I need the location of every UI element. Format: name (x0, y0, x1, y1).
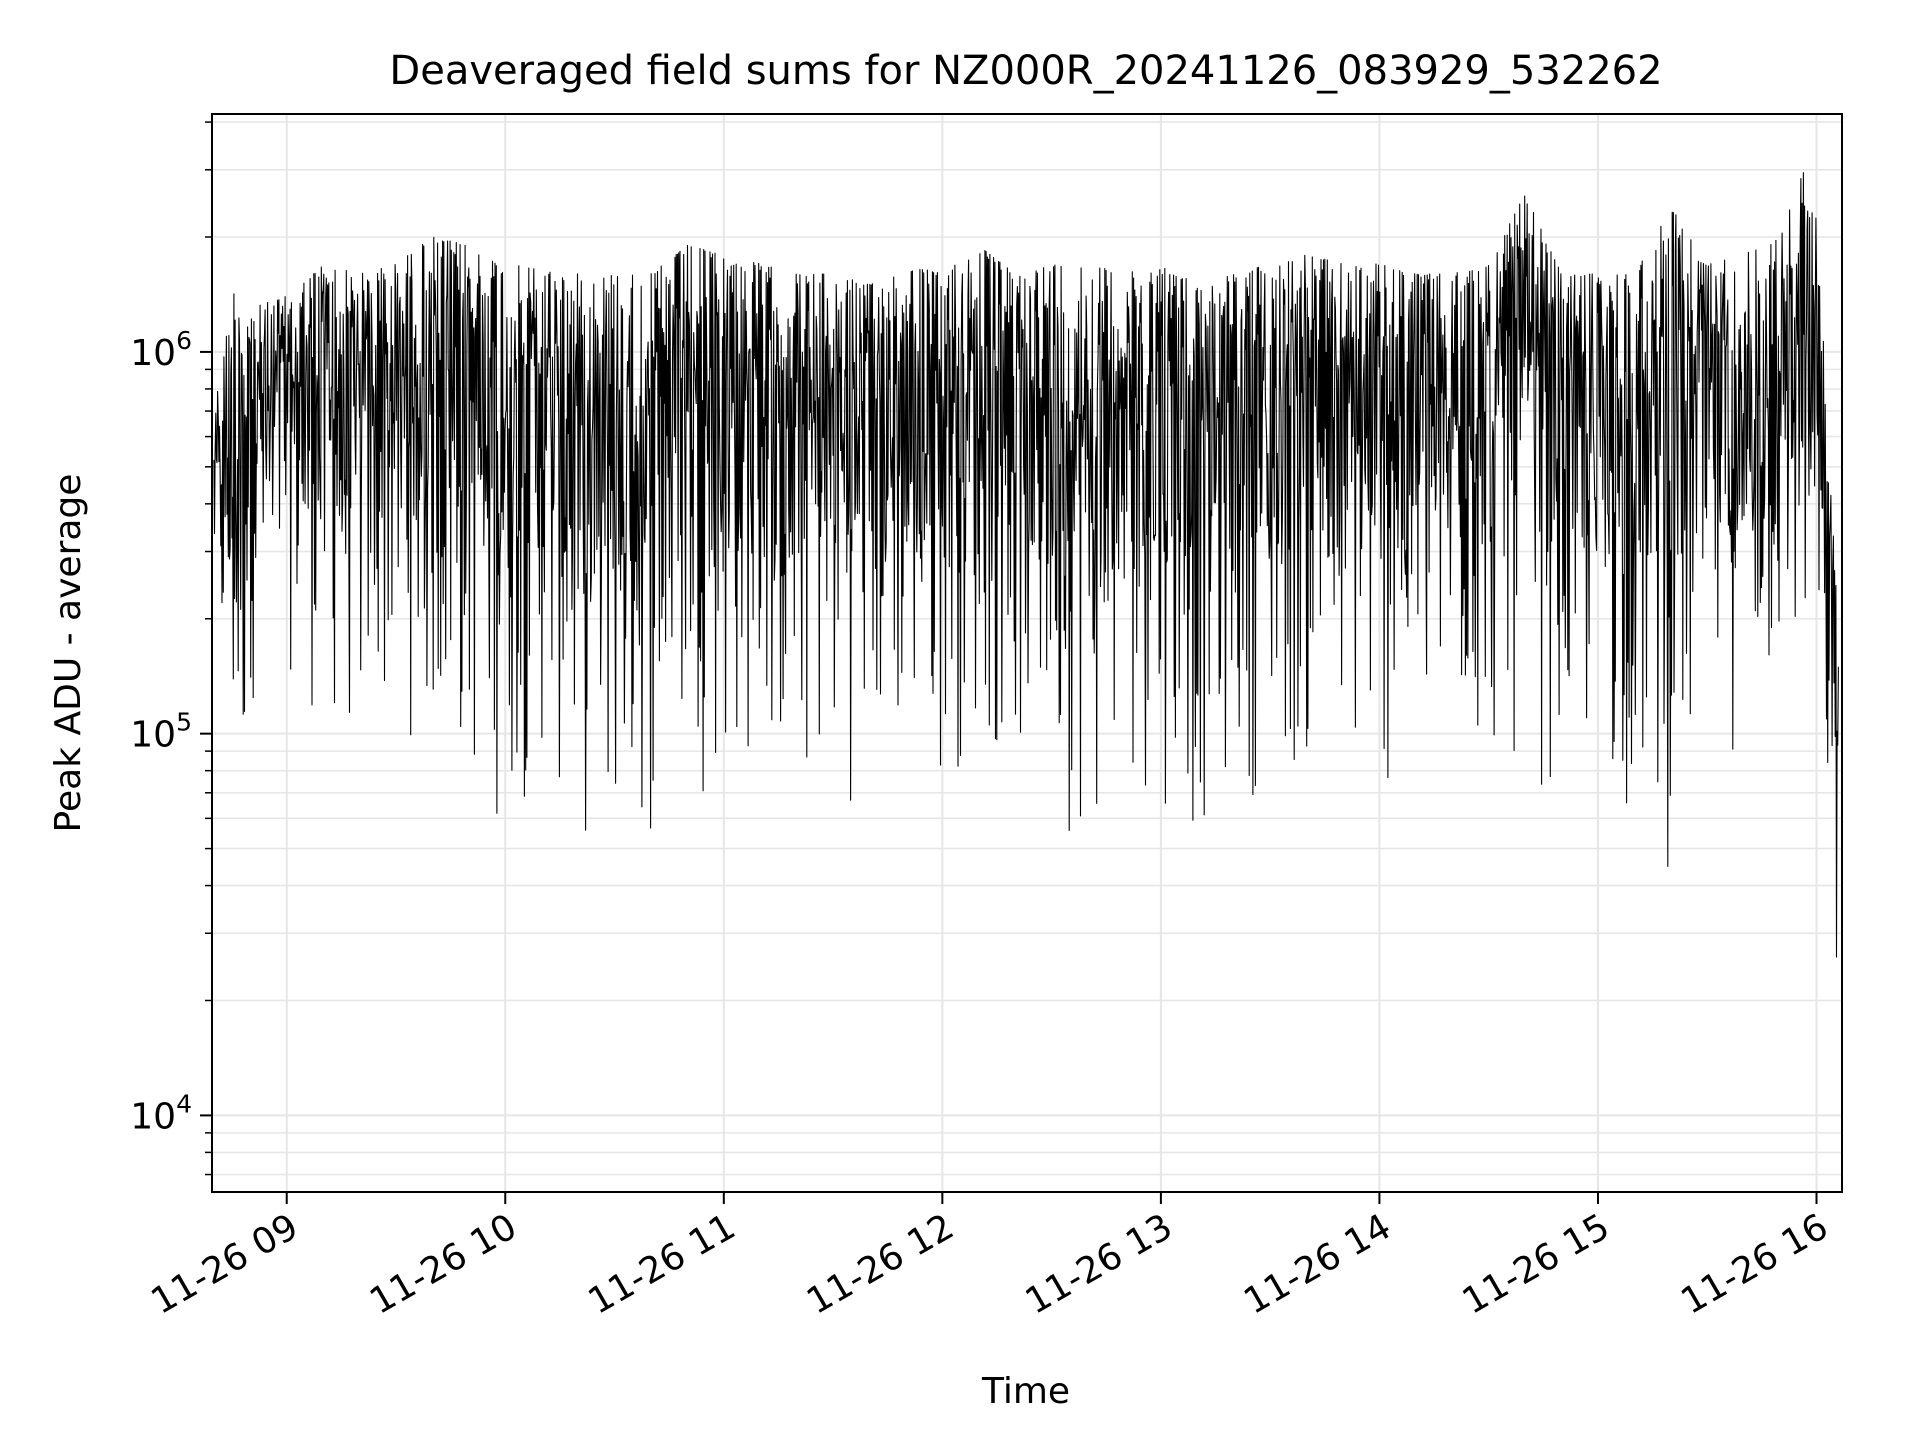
plot-frame (211, 113, 1843, 1193)
chart-title: Deaveraged field sums for NZ000R_2024112… (389, 48, 1662, 94)
y-axis: 104 105 106 (130, 121, 212, 1176)
y-tick-label-0: 104 (130, 1089, 192, 1137)
y-axis-label: Peak ADU - average (48, 474, 89, 833)
y-tick-label-2: 106 (130, 326, 192, 374)
data-layer (213, 172, 1839, 958)
x-axis-label: Time (981, 1371, 1070, 1412)
series-line (213, 172, 1839, 958)
y-tick-label-1: 105 (130, 708, 192, 756)
